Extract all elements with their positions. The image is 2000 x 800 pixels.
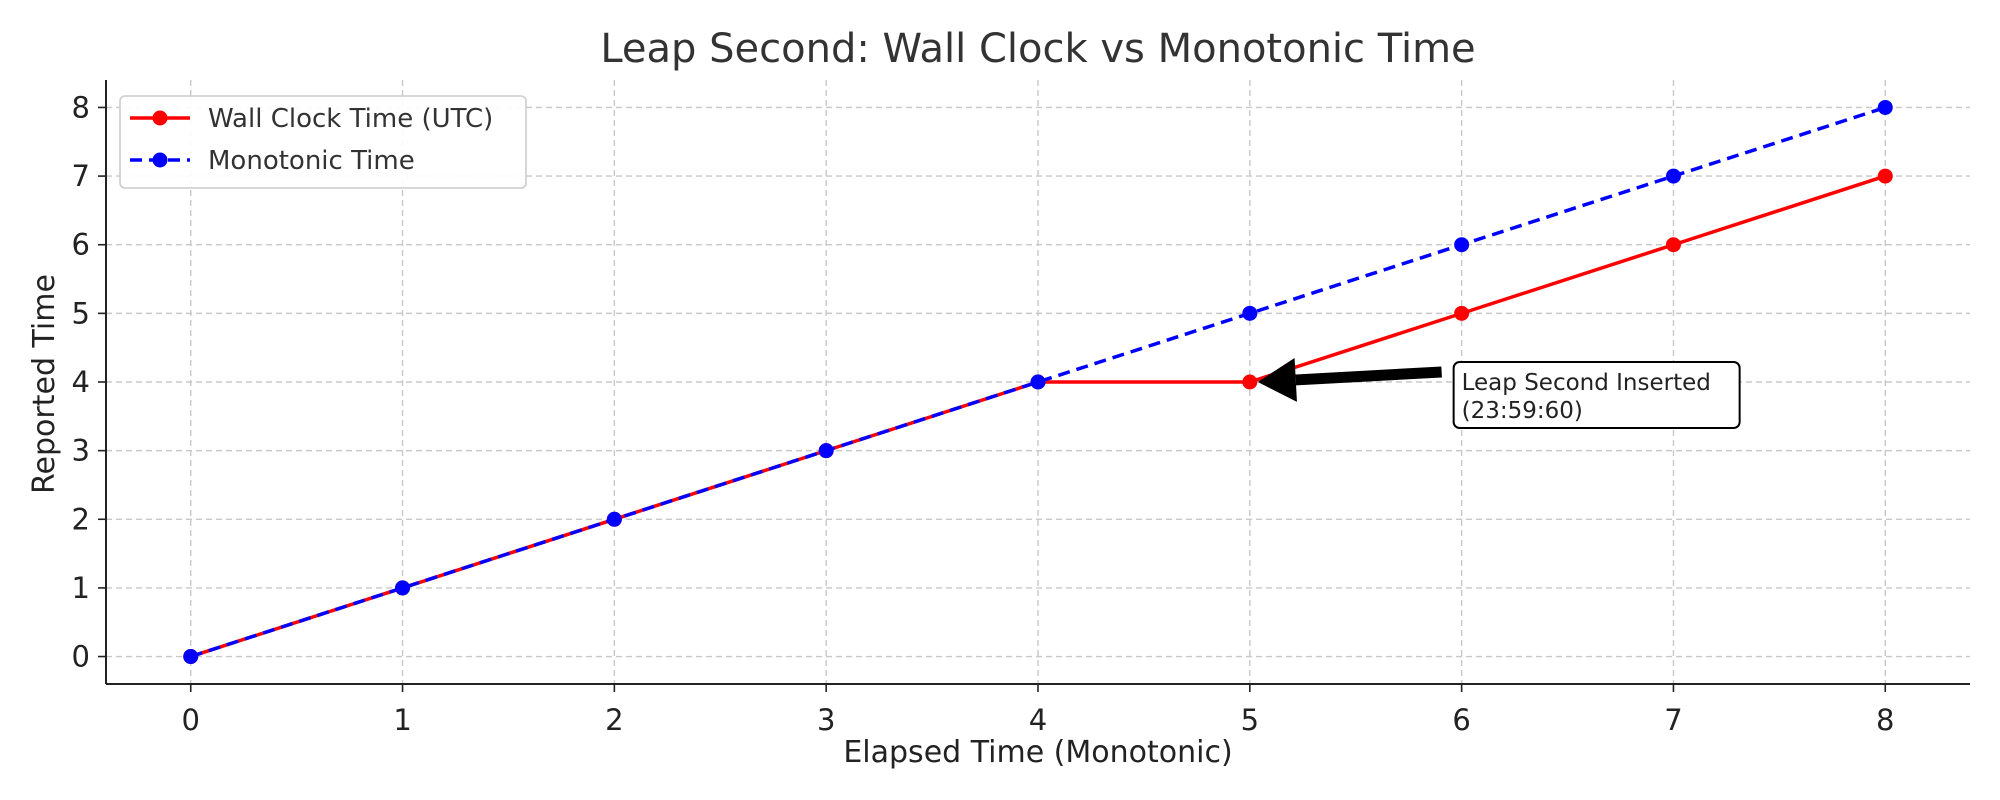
y-tick-label: 6 [72, 228, 90, 262]
y-ticks: 0 1 2 3 4 5 6 7 8 [72, 90, 106, 674]
series-point-1 [1454, 237, 1470, 253]
x-tick-label: 8 [1876, 703, 1894, 737]
series-point-1 [183, 649, 199, 665]
annotation-box [1452, 361, 1741, 429]
legend-box [119, 95, 527, 189]
y-axis-label: Reported Time [27, 274, 62, 494]
y-tick-label: 4 [72, 365, 90, 399]
legend-label-1: Monotonic Time [208, 146, 415, 176]
series-point-0 [1665, 237, 1681, 253]
annotation-text: (23:59:60) [1462, 398, 1583, 424]
x-tick-label: 2 [605, 703, 623, 737]
legend-marker-1 [152, 152, 168, 168]
series-point-1 [395, 580, 411, 596]
series-point-1 [606, 511, 622, 527]
series-point-1 [1242, 305, 1258, 321]
series-point-1 [1877, 99, 1893, 115]
y-tick-label: 8 [72, 90, 90, 124]
series-line-1 [190, 105, 1886, 659]
x-tick-label: 3 [817, 703, 835, 737]
legend-marker-0 [152, 110, 168, 126]
y-tick-label: 1 [72, 571, 90, 605]
x-tick-label: 4 [1029, 703, 1047, 737]
x-tick-label: 0 [182, 703, 200, 737]
x-tick-label: 7 [1664, 703, 1682, 737]
x-axis-label: Elapsed Time (Monotonic) [843, 735, 1232, 770]
annotations-layer: Leap Second Inserted(23:59:60) [1257, 357, 1741, 429]
series-point-0 [1242, 374, 1258, 390]
y-tick-label: 5 [72, 296, 90, 330]
annotation-arrow-head [1257, 357, 1297, 402]
y-tick-label: 3 [72, 434, 90, 468]
legend-label-0: Wall Clock Time (UTC) [208, 104, 493, 134]
legend: Wall Clock Time (UTC) Monotonic Time [119, 95, 527, 189]
annotation-text: Leap Second Inserted [1462, 370, 1711, 396]
annotation-arrow-shaft [1295, 366, 1442, 386]
series-layer [183, 99, 1893, 665]
series-point-1 [1665, 168, 1681, 184]
series-point-0 [1454, 305, 1470, 321]
x-tick-label: 5 [1241, 703, 1259, 737]
y-tick-label: 7 [72, 159, 90, 193]
y-tick-label: 0 [72, 640, 90, 674]
series-point-1 [818, 443, 834, 459]
x-tick-label: 1 [393, 703, 411, 737]
series-point-1 [1030, 374, 1046, 390]
y-tick-label: 2 [72, 502, 90, 536]
x-ticks: 0 1 2 3 4 5 6 7 8 [182, 684, 1894, 737]
series-point-0 [1877, 168, 1893, 184]
chart-title: Leap Second: Wall Clock vs Monotonic Tim… [600, 26, 1475, 72]
x-tick-label: 6 [1452, 703, 1470, 737]
